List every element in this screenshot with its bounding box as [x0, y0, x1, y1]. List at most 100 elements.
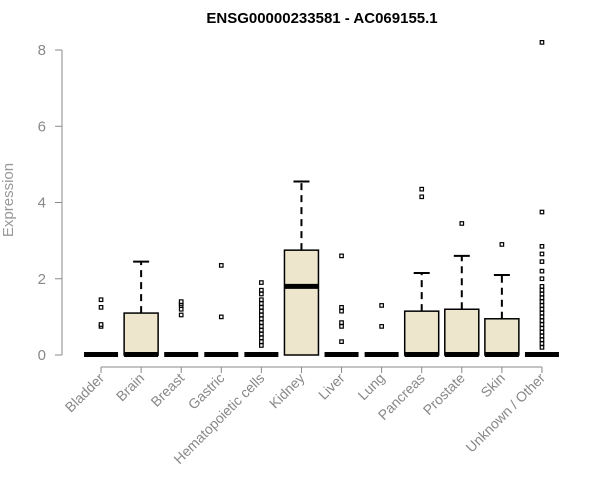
box-group: [164, 299, 199, 357]
outlier-point: [339, 253, 344, 259]
outlier-point: [259, 304, 264, 310]
outlier-point: [178, 299, 184, 304]
median-bar: [204, 352, 239, 357]
median-bar: [364, 352, 399, 357]
median-bar: [244, 352, 279, 357]
outlier-point: [539, 299, 545, 304]
median-bar: [284, 283, 319, 289]
chart-title: ENSG00000233581 - AC069155.1: [206, 10, 437, 27]
box-group: [244, 280, 279, 357]
outlier-point: [539, 337, 545, 343]
outlier-point: [178, 306, 184, 312]
outlier-point: [539, 303, 545, 308]
outlier-point: [259, 280, 264, 285]
outlier-point: [379, 303, 384, 308]
outlier-point: [539, 325, 545, 331]
y-axis: 0 2 4 6 8: [38, 42, 63, 364]
outlier-point: [539, 291, 545, 297]
outlier-point: [539, 310, 545, 316]
x-tick-label: Skin: [477, 370, 508, 401]
outlier-point: [259, 308, 264, 314]
outlier-point: [539, 295, 545, 301]
box-group: [444, 221, 480, 357]
outlier-point: [539, 329, 545, 335]
x-tick-label: Kidney: [266, 370, 308, 412]
box-group: [403, 186, 440, 357]
outlier-point: [539, 251, 545, 257]
outlier-point: [539, 243, 545, 249]
median-bar: [444, 352, 479, 357]
median-bar: [124, 352, 159, 357]
outlier-point: [259, 287, 264, 293]
x-tick-label: Bladder: [62, 370, 108, 416]
x-tick-label: Prostate: [420, 370, 468, 418]
outlier-point: [339, 324, 344, 329]
outlier-point: [218, 263, 224, 268]
outlier-point: [259, 331, 264, 337]
x-tick-label: Brain: [113, 370, 147, 404]
outlier-point: [339, 339, 344, 345]
outlier-point: [259, 301, 264, 306]
outlier-point: [539, 209, 545, 215]
box-group: [324, 253, 359, 357]
y-tick-label: 4: [38, 195, 46, 212]
box: [123, 312, 159, 356]
outlier-point: [339, 304, 344, 310]
box-group: [283, 180, 320, 356]
outlier-point: [419, 186, 425, 192]
x-tick-label: Liver: [315, 370, 348, 403]
outlier-point: [218, 314, 224, 320]
outlier-point: [98, 297, 104, 303]
box-group: [204, 263, 239, 357]
outlier-point: [539, 259, 545, 264]
box-series: [84, 40, 559, 357]
outlier-point: [539, 268, 545, 274]
box: [283, 249, 320, 356]
outlier-point: [259, 312, 264, 318]
median-bar: [84, 352, 119, 357]
outlier-point: [339, 320, 344, 325]
outlier-point: [98, 322, 104, 327]
outlier-point: [539, 306, 545, 312]
median-bar: [404, 352, 439, 357]
box-group: [484, 242, 520, 357]
median-bar: [484, 352, 519, 357]
y-tick-label: 6: [38, 118, 46, 135]
y-tick-label: 0: [38, 347, 46, 364]
box: [484, 318, 520, 356]
outlier-point: [339, 308, 344, 314]
box-group: [123, 260, 159, 357]
outlier-point: [539, 345, 545, 350]
outlier-point: [539, 284, 545, 289]
median-bar: [524, 352, 559, 357]
outlier-point: [539, 314, 545, 320]
outlier-point: [539, 276, 545, 282]
box-group: [364, 303, 399, 357]
outlier-point: [539, 318, 545, 324]
y-tick-label: 8: [38, 42, 46, 59]
outlier-point: [259, 324, 264, 329]
outlier-point: [379, 324, 384, 329]
outlier-point: [259, 297, 264, 303]
outlier-point: [259, 335, 264, 341]
box-group: [84, 297, 119, 357]
outlier-point: [459, 221, 465, 226]
x-tick-label: Lung: [354, 370, 387, 403]
box: [403, 310, 440, 356]
outlier-point: [259, 327, 264, 333]
outlier-point: [259, 339, 264, 345]
outlier-point: [419, 194, 425, 200]
outlier-point: [259, 320, 264, 325]
outlier-point: [259, 316, 264, 322]
y-axis-label: Expression: [0, 163, 17, 237]
outlier-point: [539, 322, 545, 327]
box-group: [524, 40, 559, 357]
outlier-point: [539, 40, 545, 45]
outlier-point: [98, 304, 104, 310]
outlier-point: [539, 287, 545, 293]
outlier-point: [259, 343, 264, 348]
median-bar: [164, 352, 199, 357]
outlier-point: [539, 341, 545, 346]
